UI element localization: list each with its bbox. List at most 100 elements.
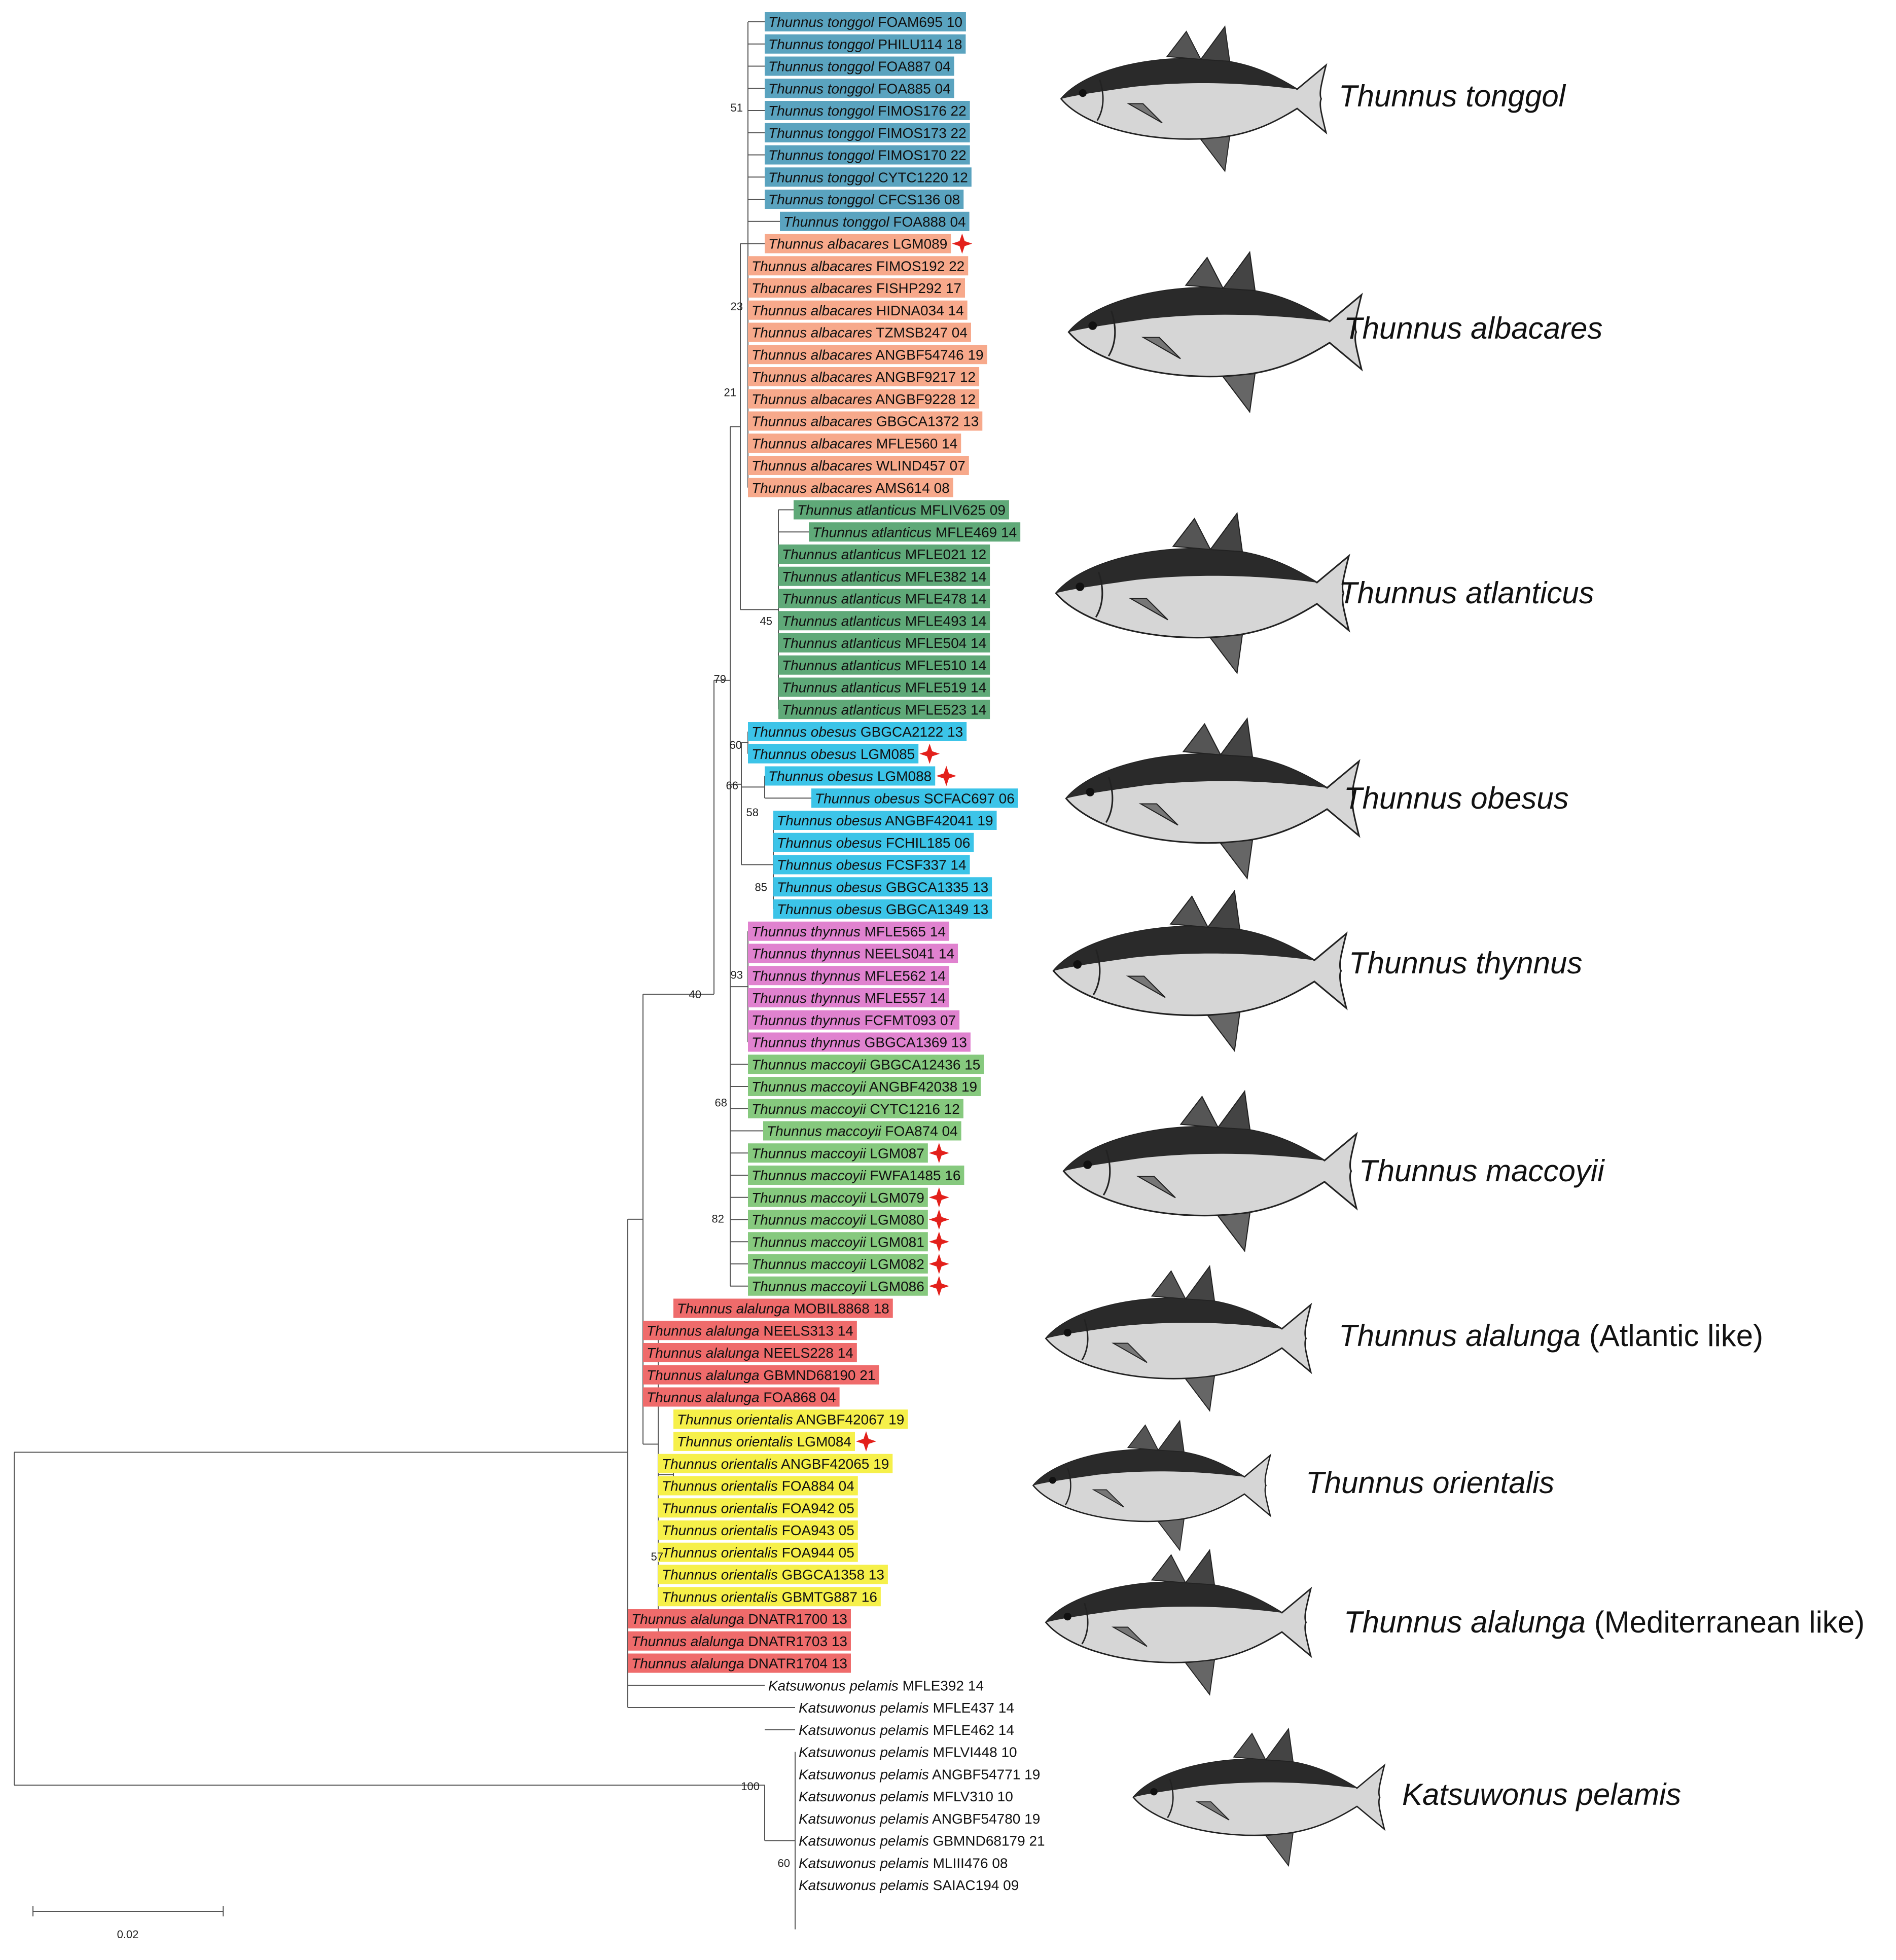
bootstrap-value: 100 (741, 1780, 760, 1793)
tip-code: DNATR1703 13 (744, 1634, 847, 1649)
tip-code: DNATR1700 13 (744, 1611, 847, 1627)
tip-label: Thunnus tonggol CFCS136 08 (768, 192, 960, 207)
tip-code: MFLE510 14 (901, 658, 986, 673)
tip-label: Thunnus albacares HIDNA034 14 (752, 303, 964, 318)
tip-code: FIMOS170 22 (874, 148, 967, 163)
tip-code: FIMOS173 22 (874, 125, 967, 141)
tip-species: Thunnus alalunga (647, 1323, 760, 1338)
tip-highlight (748, 345, 987, 365)
tip-code: AMS614 08 (872, 480, 950, 496)
tip-highlight (748, 966, 949, 986)
tip-code: FOA874 04 (881, 1123, 958, 1139)
tip-species: Thunnus tonggol (768, 192, 874, 207)
species-name: Thunnus alalunga (Mediterranean like) (1344, 1605, 1865, 1639)
fish-illustration-icon (1065, 717, 1360, 880)
tip-species: Thunnus albacares (752, 391, 872, 407)
tip-label: Thunnus atlanticus MFLE504 14 (782, 635, 986, 651)
tip-code: FIMOS192 22 (872, 258, 964, 274)
tip-label: Thunnus maccoyii LGM087 (752, 1145, 924, 1161)
tip-code: ANGBF42065 19 (778, 1456, 889, 1472)
tip-species: Thunnus tonggol (768, 59, 874, 75)
bootstrap-value: 23 (731, 300, 743, 313)
species-name: Thunnus obesus (1344, 781, 1569, 815)
tip-code: MFLE469 14 (932, 524, 1017, 540)
tip-code: MFLIV625 09 (916, 502, 1006, 518)
tip-code: ANGBF54780 19 (929, 1811, 1040, 1827)
bootstrap-value: 58 (746, 806, 759, 819)
tip-label: Thunnus thynnus MFLE565 14 (752, 924, 946, 939)
tip-code: FISHP292 17 (872, 280, 961, 296)
species-name-italic: Thunnus tonggol (1339, 79, 1566, 113)
tip-code: FOA943 05 (778, 1522, 854, 1538)
tip-highlight (748, 1232, 928, 1252)
tip-label: Thunnus maccoyii LGM081 (752, 1234, 924, 1250)
tip-label: Thunnus thynnus MFLE562 14 (752, 968, 946, 984)
species-name: Thunnus thynnus (1349, 946, 1582, 980)
tip-highlight (765, 190, 964, 209)
tip-label: Thunnus alalunga NEELS313 14 (647, 1323, 853, 1338)
tip-highlight (643, 1387, 840, 1407)
tip-highlight (748, 1077, 981, 1096)
tip-code: ANGBF42067 19 (793, 1411, 904, 1427)
sample-marker-icon (952, 233, 973, 254)
tip-highlight (778, 566, 990, 586)
tip-species: Katsuwonus pelamis (799, 1766, 929, 1782)
tip-species: Thunnus atlanticus (782, 680, 901, 696)
tip-label: Thunnus tonggol FOA885 04 (768, 81, 951, 96)
tip-label: Thunnus tonggol FIMOS173 22 (768, 125, 967, 141)
tip-species: Thunnus albacares (752, 369, 872, 385)
tip-species: Thunnus atlanticus (812, 524, 932, 540)
tip-species: Thunnus alalunga (631, 1611, 744, 1627)
tip-code: MFLE562 14 (861, 968, 946, 984)
tip-highlight (643, 1365, 879, 1385)
tip-highlight (765, 101, 970, 120)
species-name-italic: Katsuwonus pelamis (1402, 1777, 1681, 1811)
tip-species: Thunnus orientalis (662, 1545, 778, 1560)
tip-code: CYTC1216 12 (866, 1101, 960, 1117)
tip-code: LGM079 (866, 1190, 924, 1206)
tip-species: Thunnus maccoyii (752, 1279, 866, 1294)
tip-label: Thunnus alalunga DNATR1703 13 (631, 1634, 847, 1649)
tip-code: GBGCA2122 13 (856, 724, 963, 740)
tip-code: PHILU114 18 (874, 37, 962, 52)
fish-illustration-icon (1052, 890, 1347, 1052)
tip-species: Katsuwonus pelamis (799, 1811, 929, 1827)
tip-species: Thunnus atlanticus (782, 591, 901, 607)
tip-species: Thunnus tonggol (768, 103, 874, 119)
tip-species: Thunnus tonggol (768, 37, 874, 52)
tip-label: Thunnus maccoyii LGM082 (752, 1256, 924, 1272)
tip-code: FOA888 04 (889, 214, 966, 230)
tip-species: Thunnus obesus (768, 769, 873, 784)
tip-species: Thunnus maccoyii (752, 1057, 866, 1072)
tip-highlight (658, 1587, 881, 1607)
tip-highlight (673, 1432, 855, 1451)
tip-code: FCHIL185 06 (882, 835, 970, 851)
tip-highlight (748, 411, 983, 431)
sample-marker-icon (928, 1231, 949, 1252)
sample-marker-icon (936, 766, 957, 786)
bootstrap-value: 85 (755, 881, 767, 893)
species-name: Katsuwonus pelamis (1402, 1777, 1681, 1811)
tip-highlight (763, 1121, 961, 1141)
tip-species: Thunnus thynnus (752, 990, 861, 1006)
tip-label: Thunnus orientalis FOA943 05 (662, 1522, 854, 1538)
species-name-italic: Thunnus alalunga (1339, 1319, 1581, 1353)
tip-code: MFLE523 14 (901, 702, 986, 717)
tip-code: ANGBF9228 12 (872, 391, 976, 407)
tip-highlight (773, 877, 992, 897)
tip-highlight (780, 211, 970, 231)
scale-bar: 0.02 (32, 1906, 224, 1941)
tip-label: Thunnus atlanticus MFLE469 14 (812, 524, 1017, 540)
fish-illustration-icon (1055, 512, 1350, 674)
fish-illustration-icon (1067, 251, 1363, 413)
tip-code: HIDNA034 14 (872, 303, 964, 318)
tip-label: Thunnus alalunga MOBIL8868 18 (677, 1301, 889, 1317)
tip-highlight (773, 899, 992, 919)
tip-highlight (748, 478, 953, 497)
sample-marker-icon (928, 1143, 949, 1164)
tip-species: Thunnus obesus (815, 790, 920, 806)
tip-label: Thunnus maccoyii LGM079 (752, 1190, 924, 1206)
scale-bar-label: 0.02 (117, 1928, 139, 1941)
tip-label: Thunnus albacares ANGBF9228 12 (752, 391, 976, 407)
tip-code: LGM080 (866, 1212, 924, 1228)
